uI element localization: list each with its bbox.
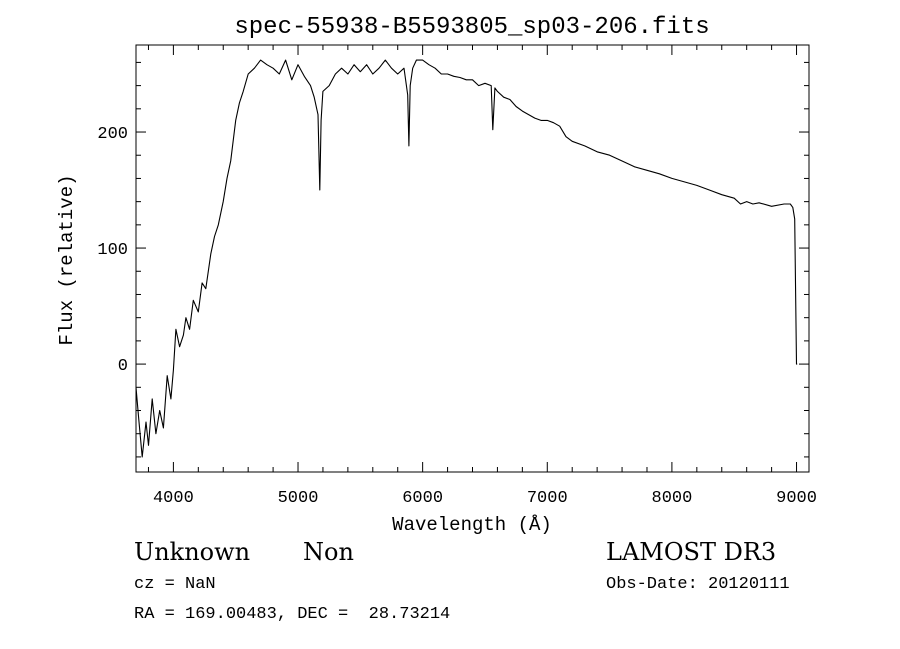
object-type-label: Unknown [134,538,251,566]
y-tick-label: 100 [97,241,128,260]
x-tick-labels: 4000 5000 6000 7000 8000 9000 [153,489,817,508]
x-tick-label: 4000 [153,489,194,508]
chart-title: spec-55938-B5593805_sp03-206.fits [234,14,709,41]
spectrum-series-line [135,59,798,458]
x-tick-label: 5000 [278,489,319,508]
y-axis-label: Flux (relative) [56,174,78,345]
redshift-label: cz = NaN [134,575,216,594]
y-tick-label: 200 [97,125,128,144]
y-tick-labels: 0 100 200 [97,125,128,376]
obs-date-label: Obs-Date: 20120111 [606,575,790,594]
axis-ticks [136,45,809,472]
x-axis-label: Wavelength (Å) [392,514,552,536]
x-tick-label: 7000 [527,489,568,508]
y-tick-label: 0 [118,357,128,376]
plot-frame [135,44,810,473]
x-tick-label: 6000 [402,489,443,508]
object-subclass-label: Non [303,538,354,566]
coordinates-label: RA = 169.00483, DEC = 28.73214 [134,605,451,624]
x-tick-label: 8000 [652,489,693,508]
survey-label: LAMOST DR3 [606,538,777,566]
x-tick-label: 9000 [776,489,817,508]
